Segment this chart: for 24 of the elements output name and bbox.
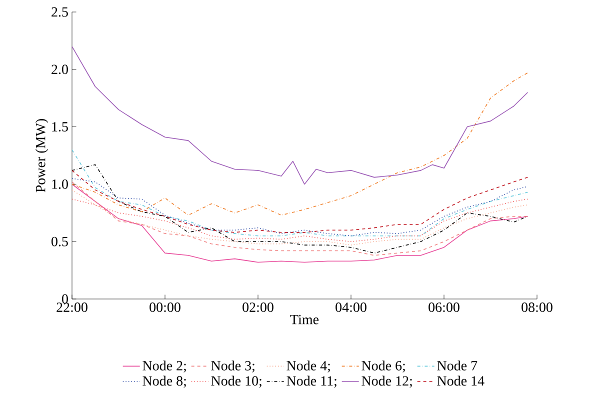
x-tick-label: 06:00 [428, 302, 460, 312]
legend-label: Node 10; [211, 376, 262, 388]
legend-label: Node 8; [142, 376, 186, 388]
x-tick-label: 04:00 [336, 302, 366, 312]
y-tick-label: 2.5 [52, 7, 68, 17]
legend-label: Node 6; [362, 360, 405, 372]
legend-label: Node 14 [437, 376, 484, 386]
x-axis-title: Time [290, 314, 319, 324]
y-tick-label: 1.0 [52, 179, 68, 189]
legend-label: Node 11; [286, 376, 336, 388]
legend-label: Node 4; [286, 360, 330, 372]
legend-label: Node 12; [362, 376, 412, 388]
legend-label: Node 3; [211, 360, 254, 372]
legend-label: Node 2; [142, 360, 186, 372]
y-tick-label: 2.0 [52, 64, 68, 74]
x-tick-label: 22:00 [56, 302, 88, 312]
y-axis-title: Power (MW) [35, 119, 48, 192]
y-tick-label: 0.5 [52, 236, 68, 246]
x-tick-label: 00:00 [150, 302, 180, 312]
y-tick-label: 1.5 [52, 122, 68, 132]
x-tick-label: 02:00 [242, 302, 274, 312]
x-tick-label: 08:00 [522, 302, 552, 312]
y-tick-label: 0 [62, 294, 68, 304]
legend-label: Node 7 [437, 360, 478, 370]
